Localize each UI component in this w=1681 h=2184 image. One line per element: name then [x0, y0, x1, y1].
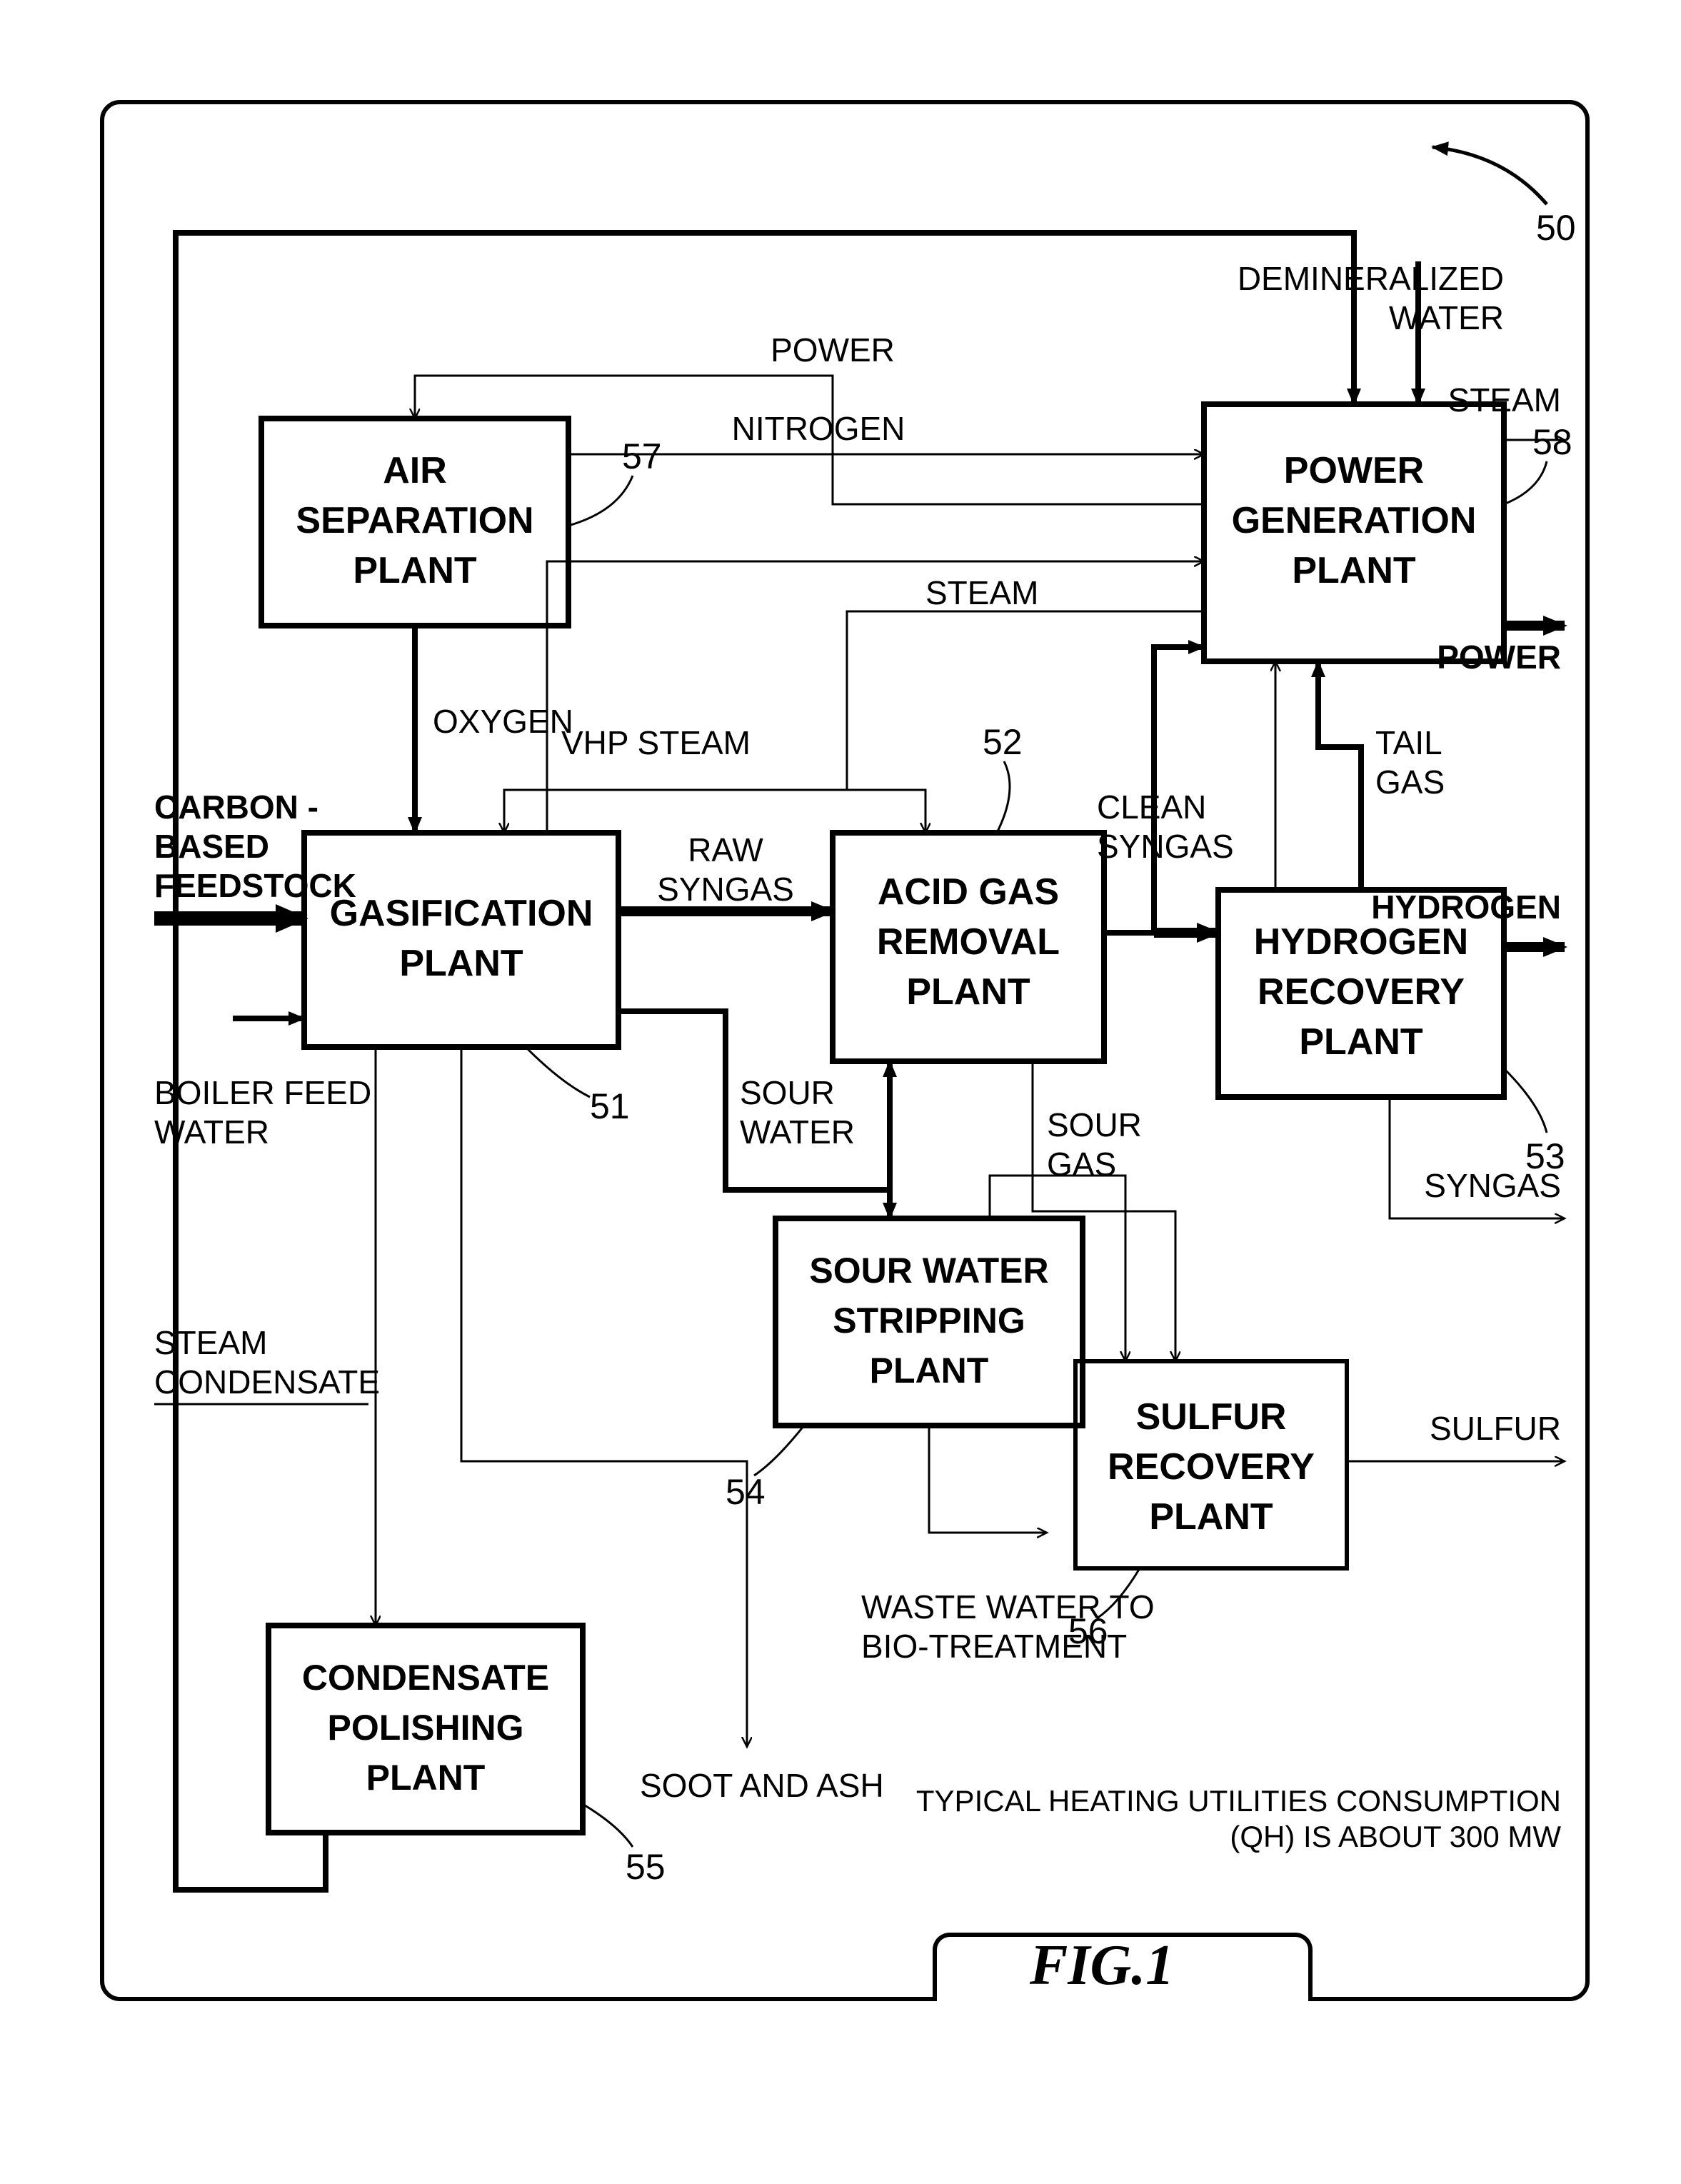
sulfur-line3: PLANT	[1149, 1496, 1273, 1538]
lbl-sulfur-out: SULFUR	[1430, 1410, 1561, 1447]
lbl-steam-out: STEAM	[1448, 381, 1561, 419]
condensate-line3: PLANT	[366, 1758, 486, 1798]
lbl-wastewater-2: BIO-TREATMENT	[861, 1628, 1127, 1665]
power-generation-line3: PLANT	[1292, 550, 1416, 591]
leader-52	[997, 761, 1010, 833]
frame-tab-cut: FIG.1	[933, 1933, 1313, 2001]
lbl-hydrogen-out: HYDROGEN	[1371, 888, 1561, 926]
lbl-sourwater-1: SOUR	[740, 1074, 835, 1111]
footnote-2: (QH) IS ABOUT 300 MW	[1230, 1820, 1561, 1853]
lbl-clean-syngas-1: CLEAN	[1097, 788, 1206, 826]
power-generation-line1: POWER	[1284, 450, 1424, 491]
lbl-power-return: POWER	[771, 331, 895, 369]
edge-waste-water	[929, 1426, 1047, 1533]
edge-soot-ash	[461, 1047, 747, 1747]
sulfur-line2: RECOVERY	[1108, 1446, 1315, 1488]
hydrogen-line3: PLANT	[1299, 1021, 1423, 1063]
lbl-sourgas-2: GAS	[1047, 1146, 1116, 1183]
leader-54	[754, 1426, 804, 1476]
ref-51: 51	[590, 1086, 630, 1126]
acid-gas-line2: REMOVAL	[877, 921, 1060, 963]
air-separation-line1: AIR	[383, 450, 447, 491]
ref-55: 55	[626, 1847, 666, 1887]
lbl-feedstock-3: FEEDSTOCK	[154, 867, 356, 904]
condensate-line2: POLISHING	[327, 1708, 523, 1748]
leader-57	[568, 476, 633, 526]
ref-54: 54	[726, 1472, 766, 1512]
node-sour-water-stripping: SOUR WATER STRIPPING PLANT	[776, 1218, 1083, 1426]
lbl-steamcond-1: STEAM	[154, 1324, 267, 1361]
lbl-steam-mid: STEAM	[925, 574, 1038, 611]
gasification-line1: GASIFICATION	[330, 893, 593, 934]
sourwater-line2: STRIPPING	[833, 1301, 1025, 1341]
lbl-steamcond-2: CONDENSATE	[154, 1363, 380, 1401]
node-acid-gas-removal: ACID GAS REMOVAL PLANT	[833, 833, 1104, 1061]
node-sulfur-recovery: SULFUR RECOVERY PLANT	[1075, 1361, 1347, 1568]
lbl-bfw-1: BOILER FEED	[154, 1074, 371, 1111]
edge-condensate-return	[176, 233, 1354, 1890]
sourwater-line3: PLANT	[870, 1351, 989, 1391]
leader-58	[1504, 461, 1547, 504]
diagram-svg: AIR SEPARATION PLANT POWER GENERATION PL…	[104, 104, 1585, 1997]
lbl-bfw-2: WATER	[154, 1113, 269, 1151]
lbl-feedstock-2: BASED	[154, 828, 269, 865]
node-air-separation: AIR SEPARATION PLANT	[261, 419, 568, 626]
lbl-sourgas-1: SOUR	[1047, 1106, 1142, 1143]
lbl-clean-syngas-2: SYNGAS	[1097, 828, 1234, 865]
diagram-frame: AIR SEPARATION PLANT POWER GENERATION PL…	[100, 100, 1590, 2001]
lbl-vhp-steam: VHP STEAM	[561, 724, 751, 761]
hydrogen-line1: HYDROGEN	[1254, 921, 1468, 963]
ref-arrow-50	[1432, 147, 1547, 204]
acid-gas-line1: ACID GAS	[878, 871, 1059, 913]
sulfur-line1: SULFUR	[1136, 1396, 1287, 1438]
ref-50: 50	[1536, 208, 1576, 248]
lbl-feedstock-1: CARBON -	[154, 788, 318, 826]
lbl-power-out: POWER	[1437, 638, 1561, 676]
edge-steam-to-gasif	[504, 790, 847, 833]
air-separation-line3: PLANT	[353, 550, 477, 591]
condensate-line1: CONDENSATE	[302, 1658, 549, 1698]
lbl-tailgas-2: GAS	[1375, 763, 1445, 801]
figure-label: FIG.1	[1030, 1933, 1174, 1998]
edge-tail-gas	[1318, 661, 1361, 890]
leader-51	[526, 1047, 590, 1097]
gasification-line2: PLANT	[399, 943, 523, 984]
air-separation-line2: SEPARATION	[296, 500, 533, 541]
node-gasification: GASIFICATION PLANT	[304, 833, 618, 1047]
ref-52: 52	[983, 722, 1023, 762]
lbl-raw-syngas-1: RAW	[688, 831, 763, 868]
power-generation-line2: GENERATION	[1232, 500, 1477, 541]
lbl-sourwater-2: WATER	[740, 1113, 855, 1151]
demin-water-2: WATER	[1389, 299, 1504, 336]
node-power-generation: POWER GENERATION PLANT	[1204, 404, 1504, 661]
lbl-raw-syngas-2: SYNGAS	[657, 871, 794, 908]
acid-gas-line3: PLANT	[906, 971, 1030, 1013]
ref-58: 58	[1532, 422, 1572, 462]
ref-53: 53	[1525, 1136, 1565, 1176]
hydrogen-line2: RECOVERY	[1258, 971, 1465, 1013]
leader-55	[583, 1804, 633, 1847]
node-condensate-polishing: CONDENSATE POLISHING PLANT	[269, 1626, 583, 1833]
ref-57: 57	[622, 436, 662, 476]
leader-53	[1504, 1068, 1547, 1133]
lbl-wastewater-1: WASTE WATER TO	[861, 1588, 1155, 1626]
lbl-tailgas-1: TAIL	[1375, 724, 1442, 761]
sourwater-line1: SOUR WATER	[809, 1251, 1048, 1291]
lbl-nitrogen: NITROGEN	[732, 410, 905, 447]
demin-water-1: DEMINERALIZED	[1238, 260, 1504, 297]
page: AIR SEPARATION PLANT POWER GENERATION PL…	[0, 0, 1681, 2184]
footnote-1: TYPICAL HEATING UTILITIES CONSUMPTION	[916, 1784, 1561, 1818]
lbl-soot-ash: SOOT AND ASH	[640, 1767, 884, 1804]
lbl-oxygen: OXYGEN	[433, 703, 573, 740]
